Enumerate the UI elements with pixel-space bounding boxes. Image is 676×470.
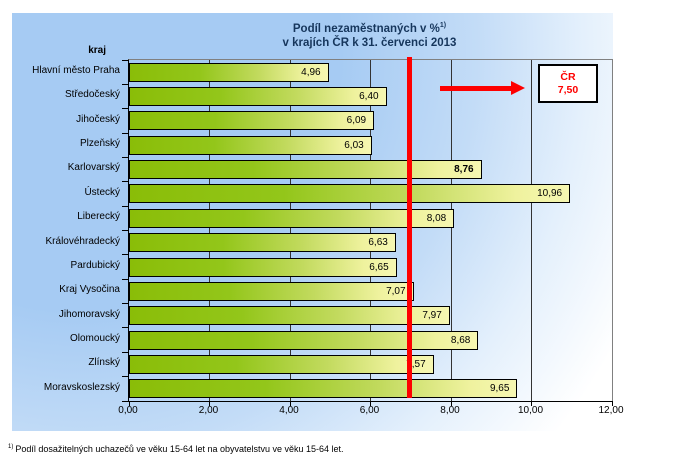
bar-value-label: 6,40 xyxy=(359,91,379,103)
footnote: 1) Podíl dosažitelných uchazečů ve věku 1… xyxy=(8,444,344,454)
plot-area: 4,96 6,40 6,09 6,03 8,76 10,96 8,08 6,63 6,65 7,0… xyxy=(122,59,613,406)
title-superscript: 1) xyxy=(439,22,447,29)
x-tick-label: 2,00 xyxy=(198,405,219,416)
category-axis-tick xyxy=(122,303,129,305)
bar-value-label: 7,57 xyxy=(406,358,426,370)
bar: 4,96 xyxy=(129,62,329,82)
chart-title: Podíl nezaměstnaných v %1) v krajích ČR … xyxy=(128,19,611,50)
bar: 8,08 xyxy=(129,208,455,228)
gridline xyxy=(450,60,452,401)
category-label: Olomoucký xyxy=(69,332,120,344)
bar: 6,40 xyxy=(129,87,387,107)
bar: 7,07 xyxy=(129,281,414,301)
category-label: Středočeský xyxy=(64,89,120,101)
chart-title-line1: Podíl nezaměstnaných v %1) xyxy=(292,22,447,35)
category-axis-tick xyxy=(122,83,129,85)
bar: 8,76 xyxy=(129,160,482,180)
gridline xyxy=(370,60,371,401)
bar: 6,09 xyxy=(129,111,375,131)
chart-title-line2: v krajích ČR k 31. červenci 2013 xyxy=(282,36,457,49)
x-axis-tick xyxy=(450,401,452,406)
category-axis-tick xyxy=(122,59,129,61)
cr-box-value: 7,50 xyxy=(557,83,579,96)
bar: 6,65 xyxy=(129,257,397,277)
category-axis-tick xyxy=(122,230,129,231)
gridline xyxy=(289,60,291,401)
cr-annotation-box: ČR 7,50 xyxy=(538,64,598,103)
bar-value-label: 6,09 xyxy=(346,115,367,127)
x-tick-label: 6,00 xyxy=(359,405,380,416)
category-axis-tick xyxy=(122,132,129,134)
category-label: Karlovarský xyxy=(67,162,120,174)
bar-value-label: 9,65 xyxy=(489,383,510,395)
category-axis-tick xyxy=(122,376,129,378)
category-label: Kraj Vysočina xyxy=(59,284,120,296)
category-label: Moravskoslezský xyxy=(43,381,120,393)
category-axis-tick xyxy=(122,156,129,158)
category-label: Ústecký xyxy=(84,186,120,198)
bar-value-label: 8,76 xyxy=(454,164,474,176)
category-label: Jihočeský xyxy=(76,113,120,125)
category-axis-tick xyxy=(122,327,129,329)
bar-value-label: 10,96 xyxy=(537,188,563,200)
gridline xyxy=(209,60,210,401)
x-tick-label: 4,00 xyxy=(279,405,299,416)
category-label: Hlavní město Praha xyxy=(32,65,120,76)
category-axis-tick xyxy=(122,400,129,402)
x-tick-label: 10,00 xyxy=(517,405,544,416)
bar-value-label: 6,63 xyxy=(368,237,388,249)
bar-value-label: 8,08 xyxy=(426,212,447,224)
x-tick-label: 0,00 xyxy=(118,405,138,416)
bar: 6,63 xyxy=(129,233,396,253)
category-label: Zlínský xyxy=(88,357,120,369)
cr-box-label: ČR xyxy=(560,70,576,83)
x-axis-tick xyxy=(289,401,291,406)
reference-line xyxy=(407,57,413,398)
chart-area: Podíl nezaměstnaných v %1) v krajích ČR … xyxy=(12,13,624,431)
x-axis-tick xyxy=(531,401,532,406)
bar: 7,57 xyxy=(129,354,434,374)
footnote-text: Podíl dosažitelných uchazečů ve věku 15-… xyxy=(15,444,344,454)
category-label: Pardubický xyxy=(70,259,120,271)
bar-value-label: 7,07 xyxy=(386,285,406,297)
x-tick-label: 8,00 xyxy=(440,405,460,416)
x-axis-tick xyxy=(370,401,371,406)
category-axis-tick xyxy=(122,278,129,280)
category-axis-tick xyxy=(122,351,129,353)
bar-value-label: 7,97 xyxy=(422,310,442,322)
category-label: Jihomoravský xyxy=(58,308,120,320)
category-axis-tick xyxy=(122,108,129,110)
bar: 7,97 xyxy=(129,306,450,326)
x-axis-tick xyxy=(128,401,130,406)
x-axis-tick xyxy=(209,401,210,406)
arrow-head xyxy=(511,81,525,95)
x-axis-tick xyxy=(611,401,613,406)
arrow-shaft xyxy=(440,86,511,91)
category-axis-title: kraj xyxy=(88,45,106,56)
x-tick-label: 12,00 xyxy=(598,405,624,416)
category-axis-tick xyxy=(122,181,129,183)
cr-arrow-icon xyxy=(440,81,525,96)
bar-value-label: 8,68 xyxy=(450,334,471,346)
category-label: Plzeňský xyxy=(79,138,120,150)
category-label: Liberecký xyxy=(77,211,120,223)
category-axis-tick xyxy=(122,205,129,207)
bar-value-label: 6,03 xyxy=(344,139,364,151)
category-label: Královéhradecký xyxy=(45,235,120,247)
bar-value-label: 6,65 xyxy=(369,261,389,273)
bar: 8,68 xyxy=(129,330,479,350)
bar: 9,65 xyxy=(129,379,518,399)
category-axis-tick xyxy=(122,254,129,256)
footnote-superscript: 1) xyxy=(8,444,14,450)
bar: 10,96 xyxy=(129,184,571,204)
gridline xyxy=(531,60,532,401)
bar-value-label: 4,96 xyxy=(301,66,321,78)
bar: 6,03 xyxy=(129,135,372,155)
